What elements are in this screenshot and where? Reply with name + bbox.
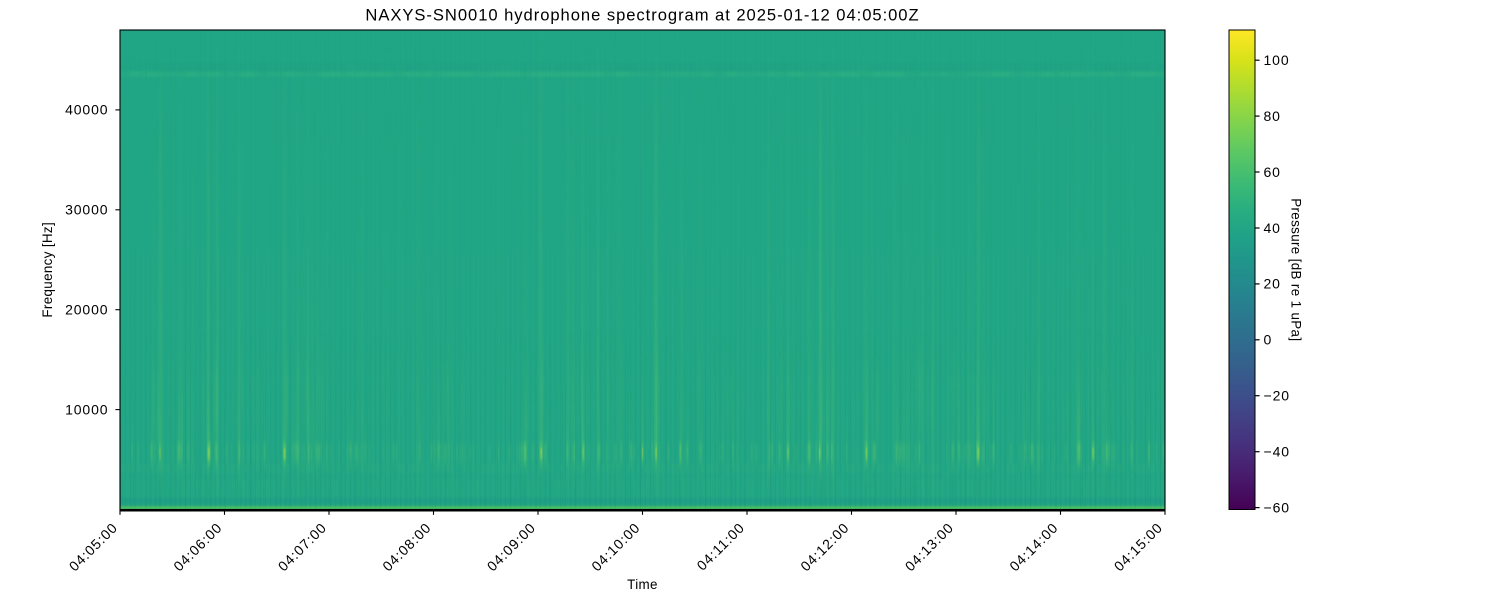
svg-text:0: 0 (1264, 332, 1273, 348)
svg-text:10000: 10000 (65, 401, 108, 417)
svg-text:Pressure [dB re 1 uPa]: Pressure [dB re 1 uPa] (1289, 198, 1304, 341)
svg-text:−20: −20 (1264, 388, 1290, 404)
svg-text:−60: −60 (1264, 499, 1290, 515)
svg-text:Time: Time (627, 577, 658, 592)
svg-text:NAXYS-SN0010 hydrophone spectr: NAXYS-SN0010 hydrophone spectrogram at 2… (365, 6, 919, 25)
svg-text:40: 40 (1264, 220, 1281, 236)
svg-text:−40: −40 (1264, 444, 1290, 460)
svg-text:30000: 30000 (65, 202, 108, 218)
svg-text:20000: 20000 (65, 302, 108, 318)
svg-text:40000: 40000 (65, 102, 108, 118)
svg-text:60: 60 (1264, 164, 1281, 180)
svg-text:20: 20 (1264, 276, 1281, 292)
svg-text:Frequency [Hz]: Frequency [Hz] (40, 222, 55, 318)
svg-text:80: 80 (1264, 108, 1281, 124)
svg-text:100: 100 (1264, 52, 1290, 68)
